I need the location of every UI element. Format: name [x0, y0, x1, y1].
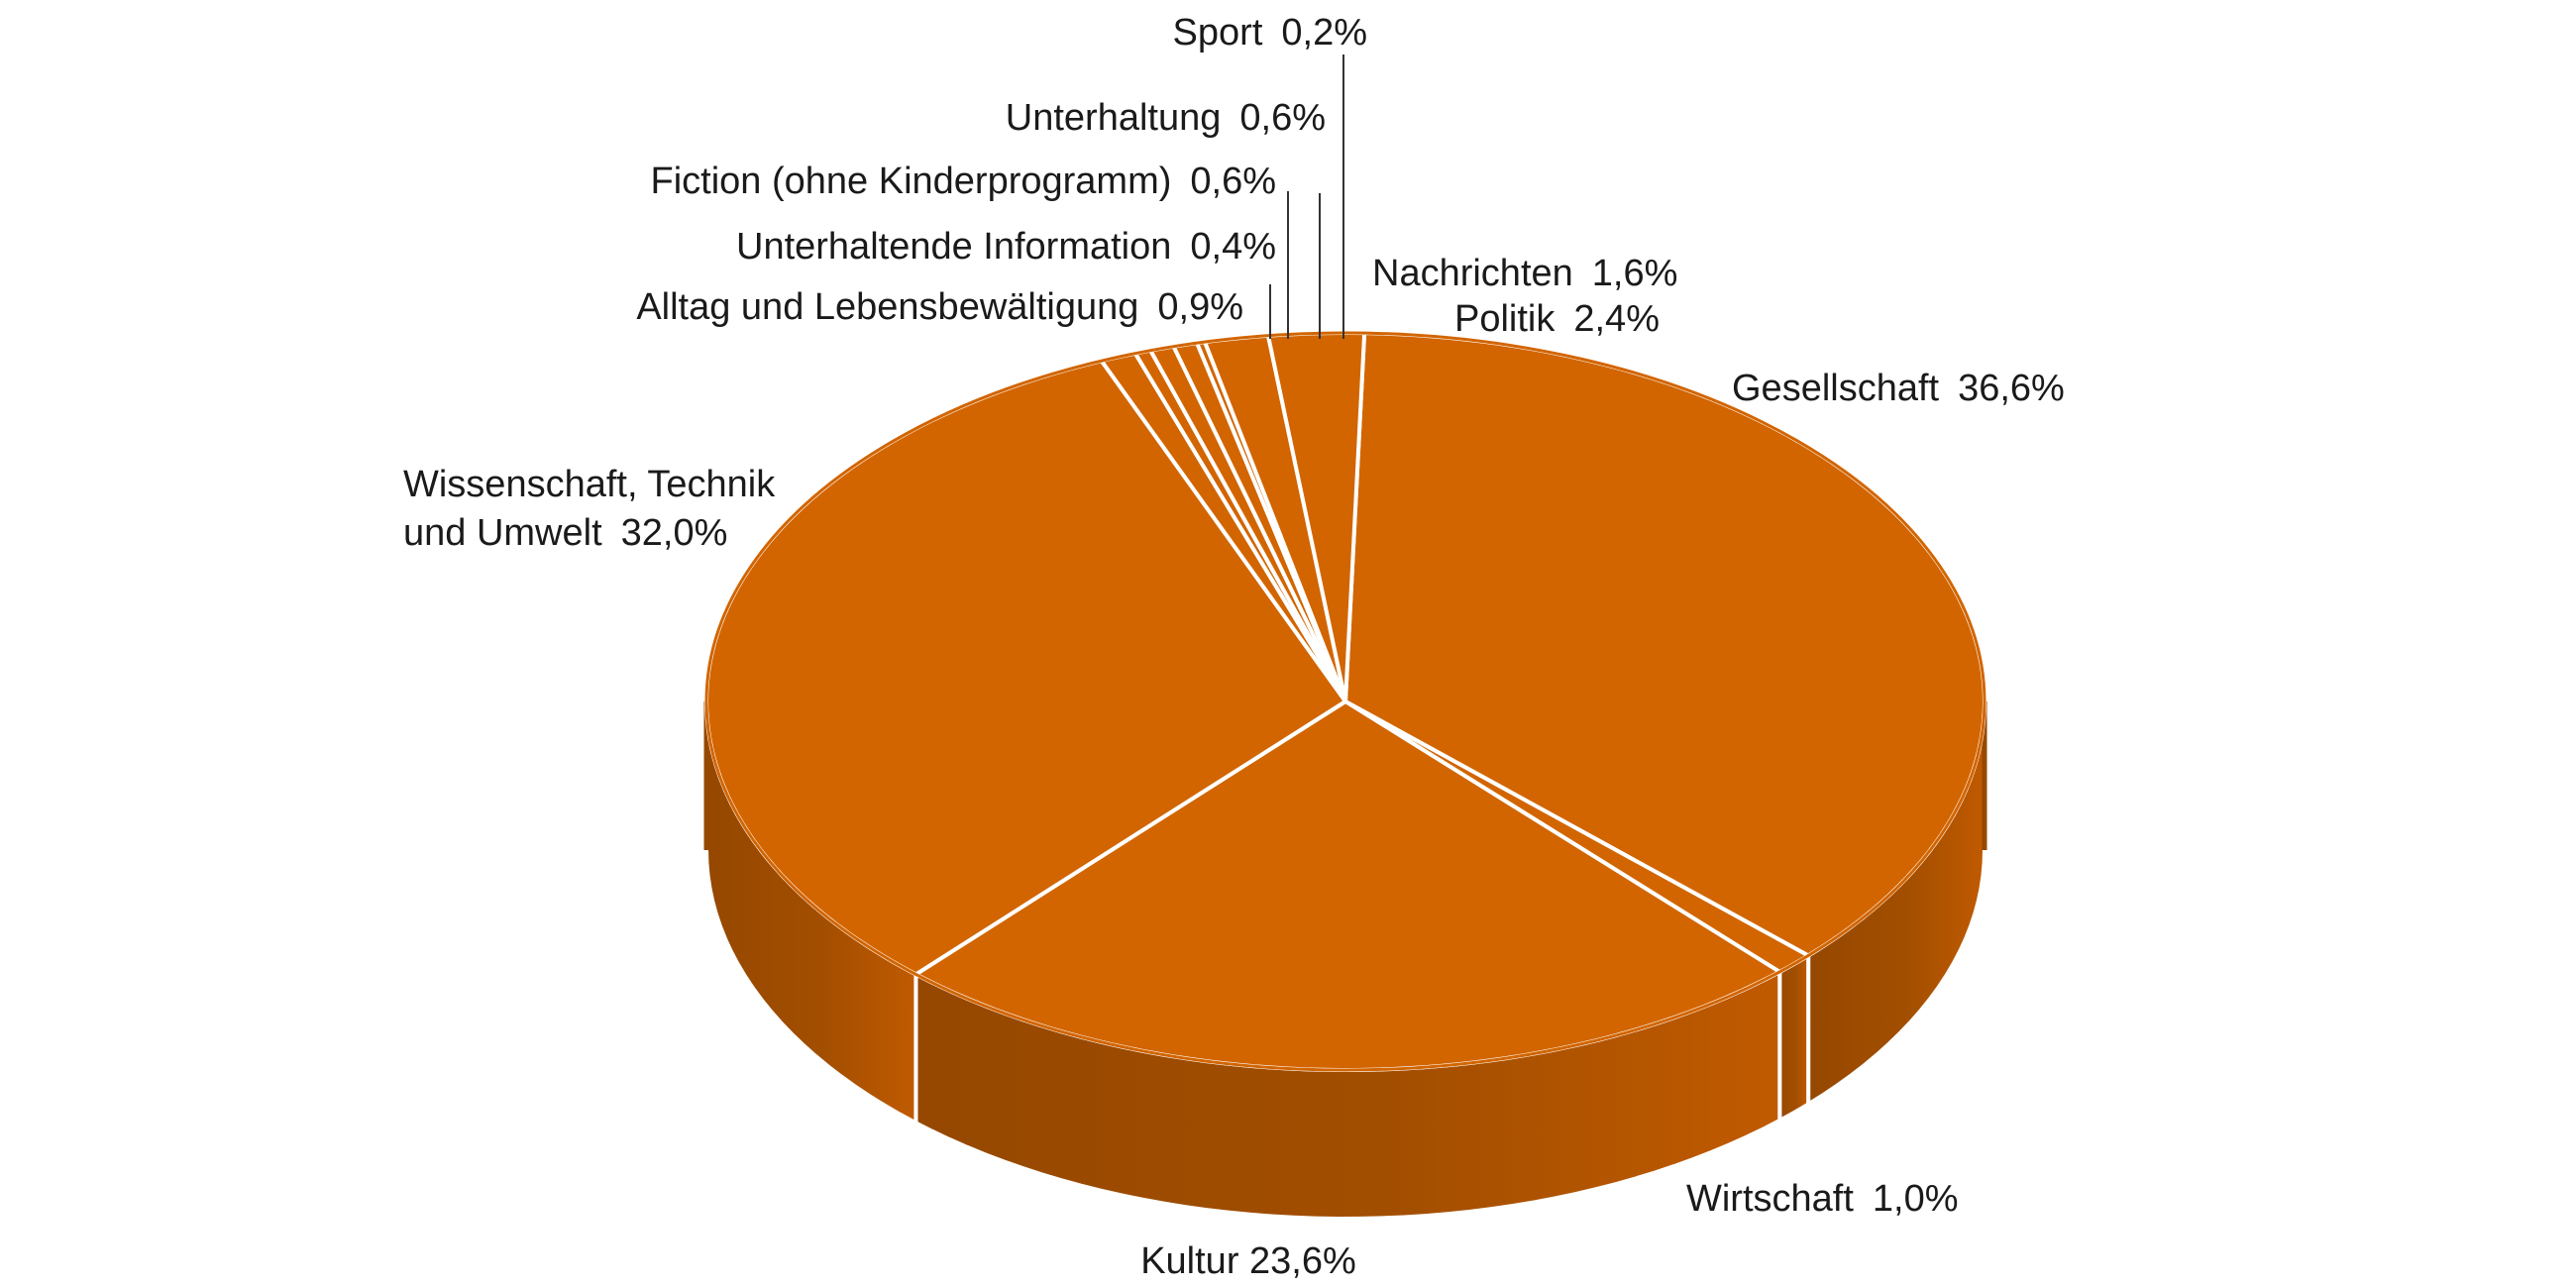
pie-top-layer [704, 331, 1986, 1072]
slice-label-wissenschaft-technik-und-umwelt-line-1: Wissenschaft, Technik [403, 464, 776, 505]
slice-label-sport: Sport 0,2% [1173, 12, 1367, 54]
slice-label-nachrichten: Nachrichten 1,6% [1372, 253, 1677, 294]
slice-label-politik: Politik 2,4% [1454, 298, 1660, 340]
leader-lines [1269, 54, 1344, 339]
slice-side-wirtschaft [1777, 953, 1811, 1123]
slice-label-fiction-ohne-kinderprogramm: Fiction (ohne Kinderprogramm) 0,6% [651, 161, 1277, 202]
slice-labels: Gesellschaft 36,6% Wirtschaft 1,0% Kultur … [403, 12, 2065, 1282]
slice-label-kultur: Kultur 23,6% [1140, 1240, 1356, 1282]
pie-top-rim [704, 331, 1986, 1072]
slice-label-wissenschaft-technik-und-umwelt-line-2: und Umwelt 32,0% [403, 512, 727, 554]
slice-label-wirtschaft: Wirtschaft 1,0% [1686, 1178, 1959, 1220]
slice-label-alltag-und-lebensbewaeltigung: Alltag und Lebensbewältigung 0,9% [636, 286, 1243, 328]
slice-label-unterhaltende-information: Unterhaltende Information 0,4% [736, 226, 1276, 268]
slice-label-gesellschaft: Gesellschaft 36,6% [1732, 368, 2065, 409]
slice-label-unterhaltung: Unterhaltung 0,6% [1006, 97, 1326, 139]
